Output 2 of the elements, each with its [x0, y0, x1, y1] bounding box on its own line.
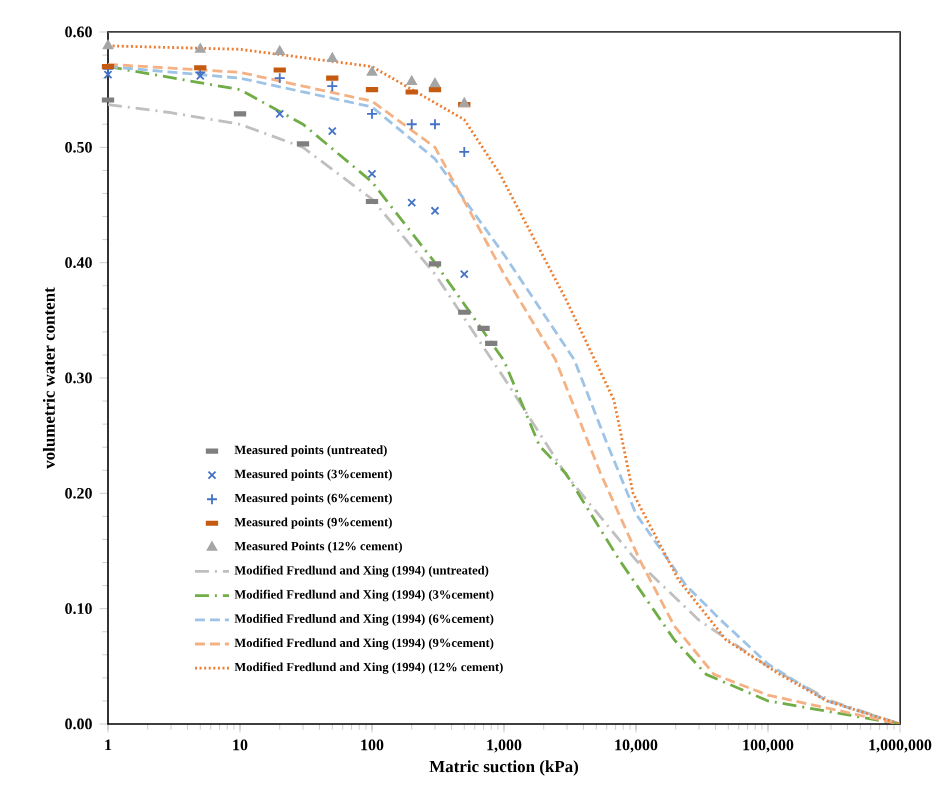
x-axis-title: Matric suction (kPa) — [429, 760, 579, 776]
y-axis-title: volumetric water content — [42, 287, 55, 469]
